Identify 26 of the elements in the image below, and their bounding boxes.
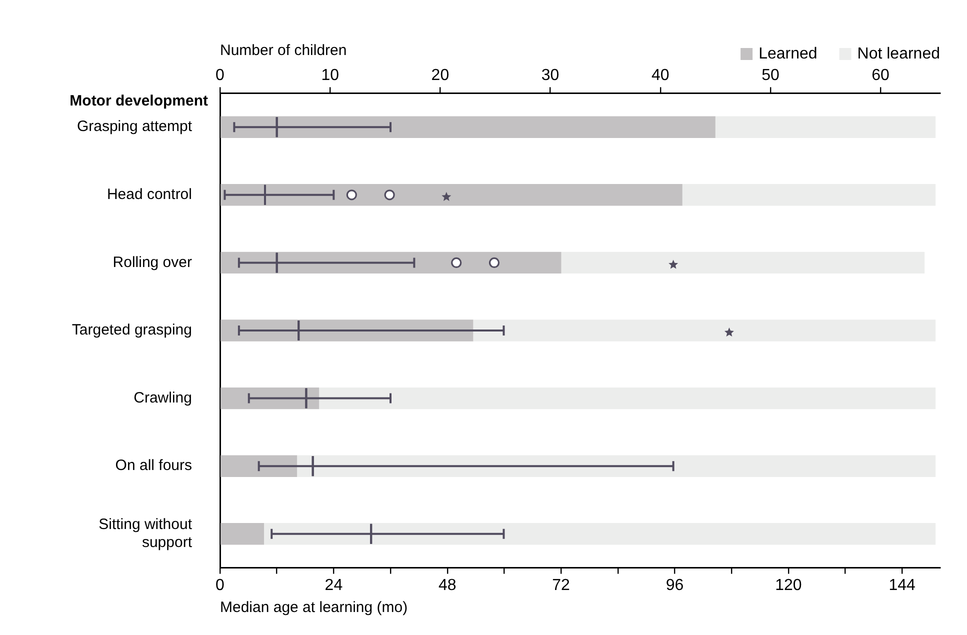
y-tick-label: Crawling bbox=[134, 389, 192, 406]
y-tick-label: Targeted grasping bbox=[72, 322, 192, 339]
x-tick-label: 48 bbox=[438, 576, 456, 594]
x-tick-label: 144 bbox=[888, 576, 916, 594]
x-tick-label: 120 bbox=[775, 576, 802, 594]
x-tick-label: 96 bbox=[666, 576, 684, 594]
y-tick-label: Head control bbox=[106, 186, 192, 204]
x2-axis-title: Number of children bbox=[220, 42, 347, 60]
legend-label: Not learned bbox=[857, 45, 940, 62]
x2-tick-label: 60 bbox=[872, 67, 890, 84]
x-axis-title: Median age at learning (mo) bbox=[220, 599, 408, 616]
y-tick-label: Rolling over bbox=[112, 254, 192, 271]
x2-tick-label: 10 bbox=[321, 67, 340, 84]
y-tick-label: Grasping attempt bbox=[76, 118, 193, 136]
y-tick-label: On all fours bbox=[115, 457, 192, 474]
x2-tick-label: 40 bbox=[651, 67, 670, 84]
x2-tick-label: 0 bbox=[216, 67, 225, 84]
x-tick-label: 0 bbox=[216, 576, 225, 594]
y-tick-label: Sitting without support bbox=[98, 516, 193, 552]
x-tick-label: 24 bbox=[324, 576, 343, 594]
x2-tick-label: 20 bbox=[431, 67, 450, 84]
legend-label: Learned bbox=[758, 45, 818, 62]
x2-tick-label: 30 bbox=[541, 67, 560, 84]
x2-tick-label: 50 bbox=[762, 67, 780, 84]
y-axis-title: Motor development bbox=[70, 92, 208, 110]
x-tick-label: 72 bbox=[552, 576, 570, 594]
